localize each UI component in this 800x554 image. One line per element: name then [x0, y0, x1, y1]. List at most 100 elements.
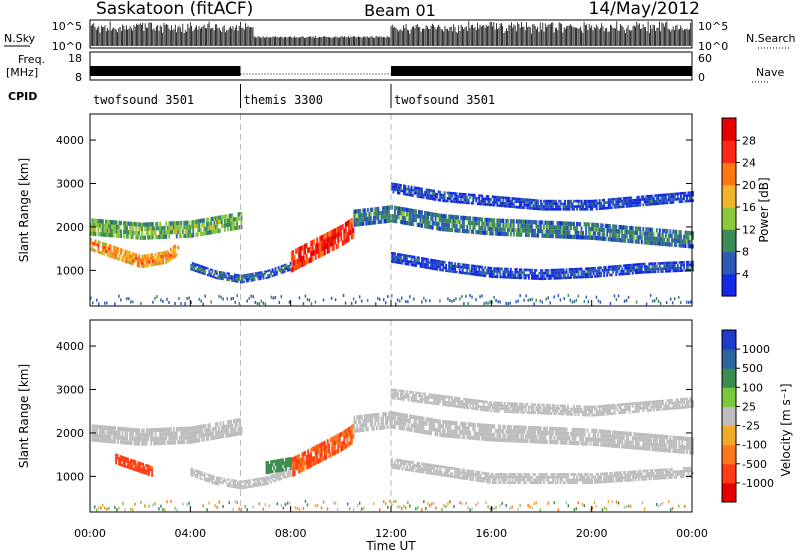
- heatmap-cell: [394, 182, 396, 186]
- heatmap-cell: [481, 271, 484, 274]
- heatmap-cell: [573, 199, 575, 203]
- heatmap-cell: [540, 271, 542, 275]
- heatmap-cell: [365, 414, 368, 419]
- heatmap-cell: [118, 431, 121, 436]
- heatmap-cell: [646, 203, 649, 206]
- heatmap-cell: [134, 463, 137, 466]
- heatmap-cell: [159, 234, 162, 240]
- heatmap-cell: [467, 272, 470, 275]
- heatmap-cell: [582, 230, 584, 236]
- heatmap-cell: [531, 224, 533, 229]
- heatmap-cell: [448, 194, 451, 198]
- heatmap-cell: [371, 413, 374, 418]
- heatmap-cell: [528, 274, 530, 277]
- heatmap-cell: [157, 261, 160, 266]
- heatmap-cell: [246, 486, 248, 489]
- heatmap-cell: [241, 480, 244, 483]
- heatmap-cell: [386, 210, 389, 215]
- heatmap-cell: [106, 228, 109, 233]
- heatmap-cell: [577, 275, 580, 279]
- heatmap-cell: [338, 437, 341, 443]
- heatmap-cell: [344, 232, 347, 239]
- heatmap-cell: [561, 440, 563, 445]
- heatmap-cell: [193, 264, 196, 268]
- heatmap-cell: [349, 229, 352, 236]
- heatmap-cell: [550, 220, 553, 226]
- heatmap-cell: [392, 185, 395, 189]
- heatmap-cell: [362, 423, 365, 428]
- heatmap-cell: [494, 270, 497, 273]
- heatmap-cell: [556, 221, 559, 226]
- heatmap-cell: [195, 438, 198, 443]
- heatmap-cell: [117, 224, 119, 230]
- heatmap-cell: [543, 439, 545, 444]
- heatmap-cell: [213, 220, 216, 226]
- heatmap-cell: [308, 298, 311, 302]
- heatmap-cell: [574, 273, 577, 276]
- heatmap-cell: [475, 199, 478, 203]
- heatmap-cell: [424, 215, 426, 220]
- heatmap-cell: [211, 229, 214, 234]
- heatmap-cell: [239, 422, 241, 427]
- colorbar-tick-label: 12: [742, 223, 756, 236]
- heatmap-cell: [663, 201, 666, 205]
- heatmap-cell: [642, 203, 645, 207]
- heatmap-cell: [394, 252, 396, 256]
- heatmap-cell: [210, 225, 213, 230]
- heatmap-cell: [230, 419, 232, 424]
- heatmap-cell: [125, 465, 128, 469]
- heatmap-cell: [654, 194, 657, 198]
- heatmap-cell: [403, 192, 405, 196]
- heatmap-cell: [409, 193, 411, 197]
- heatmap-cell: [500, 201, 503, 205]
- heatmap-cell: [505, 199, 508, 203]
- heatmap-cell: [285, 467, 287, 471]
- heatmap-cell: [433, 422, 435, 428]
- heatmap-cell: [286, 269, 289, 272]
- heatmap-cell: [413, 209, 416, 214]
- heatmap-cell: [475, 216, 478, 222]
- heatmap-cell: [497, 218, 500, 223]
- heatmap-cell: [148, 467, 151, 471]
- heatmap-cell: [223, 223, 226, 228]
- heatmap-cell: [517, 299, 519, 303]
- heatmap-cell: [288, 468, 291, 471]
- heatmap-cell: [366, 427, 369, 432]
- heatmap-cell: [394, 424, 396, 430]
- heatmap-cell: [120, 233, 122, 239]
- heatmap-cell: [106, 253, 109, 257]
- heatmap-cell: [236, 225, 238, 230]
- heatmap-cell: [589, 267, 592, 270]
- heatmap-cell: [142, 437, 145, 442]
- heatmap-cell: [443, 196, 446, 200]
- heatmap-cell: [241, 276, 244, 279]
- heatmap-cell: [398, 253, 401, 256]
- heatmap-cell: [521, 206, 524, 209]
- heatmap-cell: [406, 413, 408, 419]
- heatmap-cell: [259, 273, 262, 276]
- heatmap-cell: [439, 196, 442, 199]
- heatmap-cell: [514, 438, 517, 443]
- heatmap-cell: [473, 427, 476, 432]
- heatmap-cell: [299, 458, 302, 463]
- heatmap-cell: [159, 427, 162, 433]
- heatmap-cell: [141, 441, 144, 446]
- heatmap-cell: [346, 231, 349, 238]
- heatmap-cell: [230, 217, 232, 223]
- heatmap-cell: [186, 439, 189, 444]
- heatmap-cell: [449, 200, 452, 203]
- heatmap-cell: [223, 227, 226, 232]
- heatmap-cell: [499, 424, 502, 429]
- heatmap-cell: [265, 482, 268, 486]
- heatmap-cell: [440, 213, 443, 219]
- heatmap-cell: [120, 426, 122, 432]
- heatmap-cell: [325, 444, 328, 450]
- heatmap-cell: [386, 205, 389, 210]
- heatmap-cell: [541, 277, 544, 281]
- heatmap-cell: [676, 192, 679, 196]
- heatmap-cell: [133, 459, 135, 463]
- heatmap-cell: [365, 212, 368, 217]
- heatmap-cell: [637, 271, 640, 274]
- heatmap-cell: [391, 218, 393, 223]
- heatmap-cell: [553, 295, 555, 299]
